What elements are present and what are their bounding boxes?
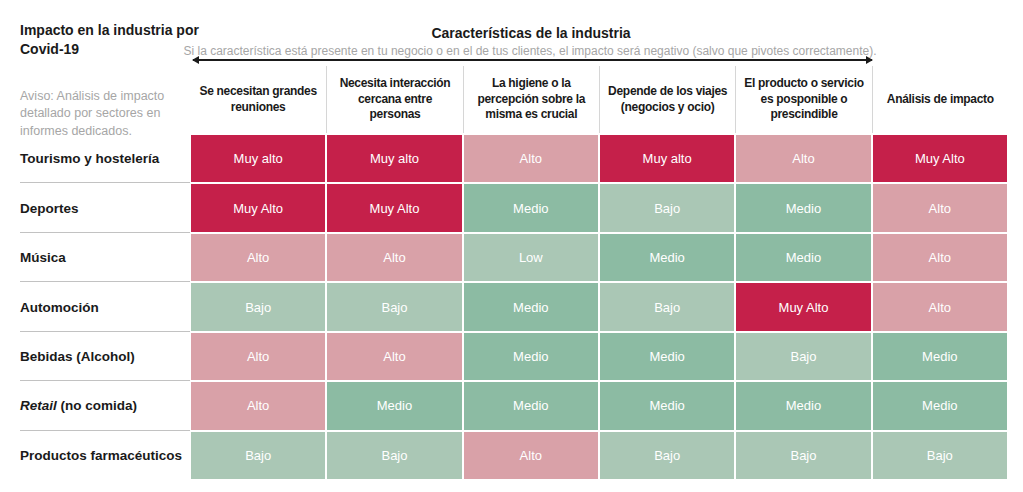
impact-cell: Bajo [327, 432, 461, 479]
impact-cell: Alto [736, 135, 870, 182]
impact-cell: Alto [191, 382, 325, 429]
impact-cell: Bajo [191, 283, 325, 330]
impact-cell: Medio [464, 184, 598, 231]
column-header: Se necesitan grandes reuniones [190, 66, 326, 133]
impact-cell: Medio [600, 382, 734, 429]
double-arrow [193, 59, 872, 61]
impact-cell: Alto [873, 283, 1007, 330]
impact-cell: Bajo [191, 432, 325, 479]
impact-cell: Medio [600, 234, 734, 281]
impact-cell: Medio [600, 333, 734, 380]
column-header: El producto o servicio es posponible o p… [735, 66, 871, 133]
impact-cell: Muy alto [600, 135, 734, 182]
impact-cell: Alto [873, 184, 1007, 231]
impact-cell: Muy Alto [736, 283, 870, 330]
impact-cell: Bajo [736, 432, 870, 479]
impact-matrix: Muy altoMuy altoAltoMuy altoAltoMuy Alto… [190, 134, 1008, 480]
impact-cell: Bajo [327, 283, 461, 330]
impact-cell: Medio [736, 184, 870, 231]
column-header: Análisis de impacto [872, 66, 1008, 133]
impact-cell: Alto [464, 135, 598, 182]
impact-cell: Medio [873, 333, 1007, 380]
impact-cell: Bajo [873, 432, 1007, 479]
impact-cell: Low [464, 234, 598, 281]
impact-cell: Medio [464, 333, 598, 380]
row-labels: Tourismo y hosteleríaDeportesMúsicaAutom… [0, 134, 190, 480]
characteristics-subtitle: Si la característica está presente en tu… [110, 44, 950, 58]
impact-cell: Bajo [600, 432, 734, 479]
impact-cell: Medio [464, 382, 598, 429]
column-header: La higiene o la percepción sobre la mism… [463, 66, 599, 133]
row-label: Música [0, 233, 190, 282]
column-header: Depende de los viajes (negocios y ocio) [599, 66, 735, 133]
impact-cell: Muy alto [327, 135, 461, 182]
impact-cell: Medio [736, 382, 870, 429]
impact-cell: Alto [464, 432, 598, 479]
impact-cell: Alto [191, 333, 325, 380]
impact-cell: Alto [191, 234, 325, 281]
impact-cell: Medio [327, 382, 461, 429]
impact-cell: Medio [736, 234, 870, 281]
impact-cell: Muy Alto [327, 184, 461, 231]
impact-cell: Medio [873, 382, 1007, 429]
row-label: Productos farmacéuticos [0, 431, 190, 480]
impact-cell: Muy Alto [873, 135, 1007, 182]
impact-cell: Alto [327, 333, 461, 380]
row-label: Tourismo y hostelería [0, 134, 190, 183]
notice-text: Aviso: Análisis de impacto detallado por… [20, 88, 188, 140]
column-headers: Se necesitan grandes reunionesNecesita i… [190, 66, 1008, 133]
impact-cell: Medio [464, 283, 598, 330]
impact-cell: Bajo [600, 283, 734, 330]
row-label: Retail (no comida) [0, 381, 190, 430]
row-label: Bebidas (Alcohol) [0, 332, 190, 381]
row-label: Automoción [0, 282, 190, 331]
impact-cell: Alto [327, 234, 461, 281]
row-label: Deportes [0, 183, 190, 232]
characteristics-title: Características de la industria [190, 25, 872, 41]
impact-cell: Muy alto [191, 135, 325, 182]
impact-cell: Muy Alto [191, 184, 325, 231]
page: { "header": { "title": "Impacto en la in… [0, 0, 1023, 492]
impact-cell: Bajo [600, 184, 734, 231]
impact-cell: Alto [873, 234, 1007, 281]
column-header: Necesita interacción cercana entre perso… [326, 66, 462, 133]
impact-cell: Bajo [736, 333, 870, 380]
